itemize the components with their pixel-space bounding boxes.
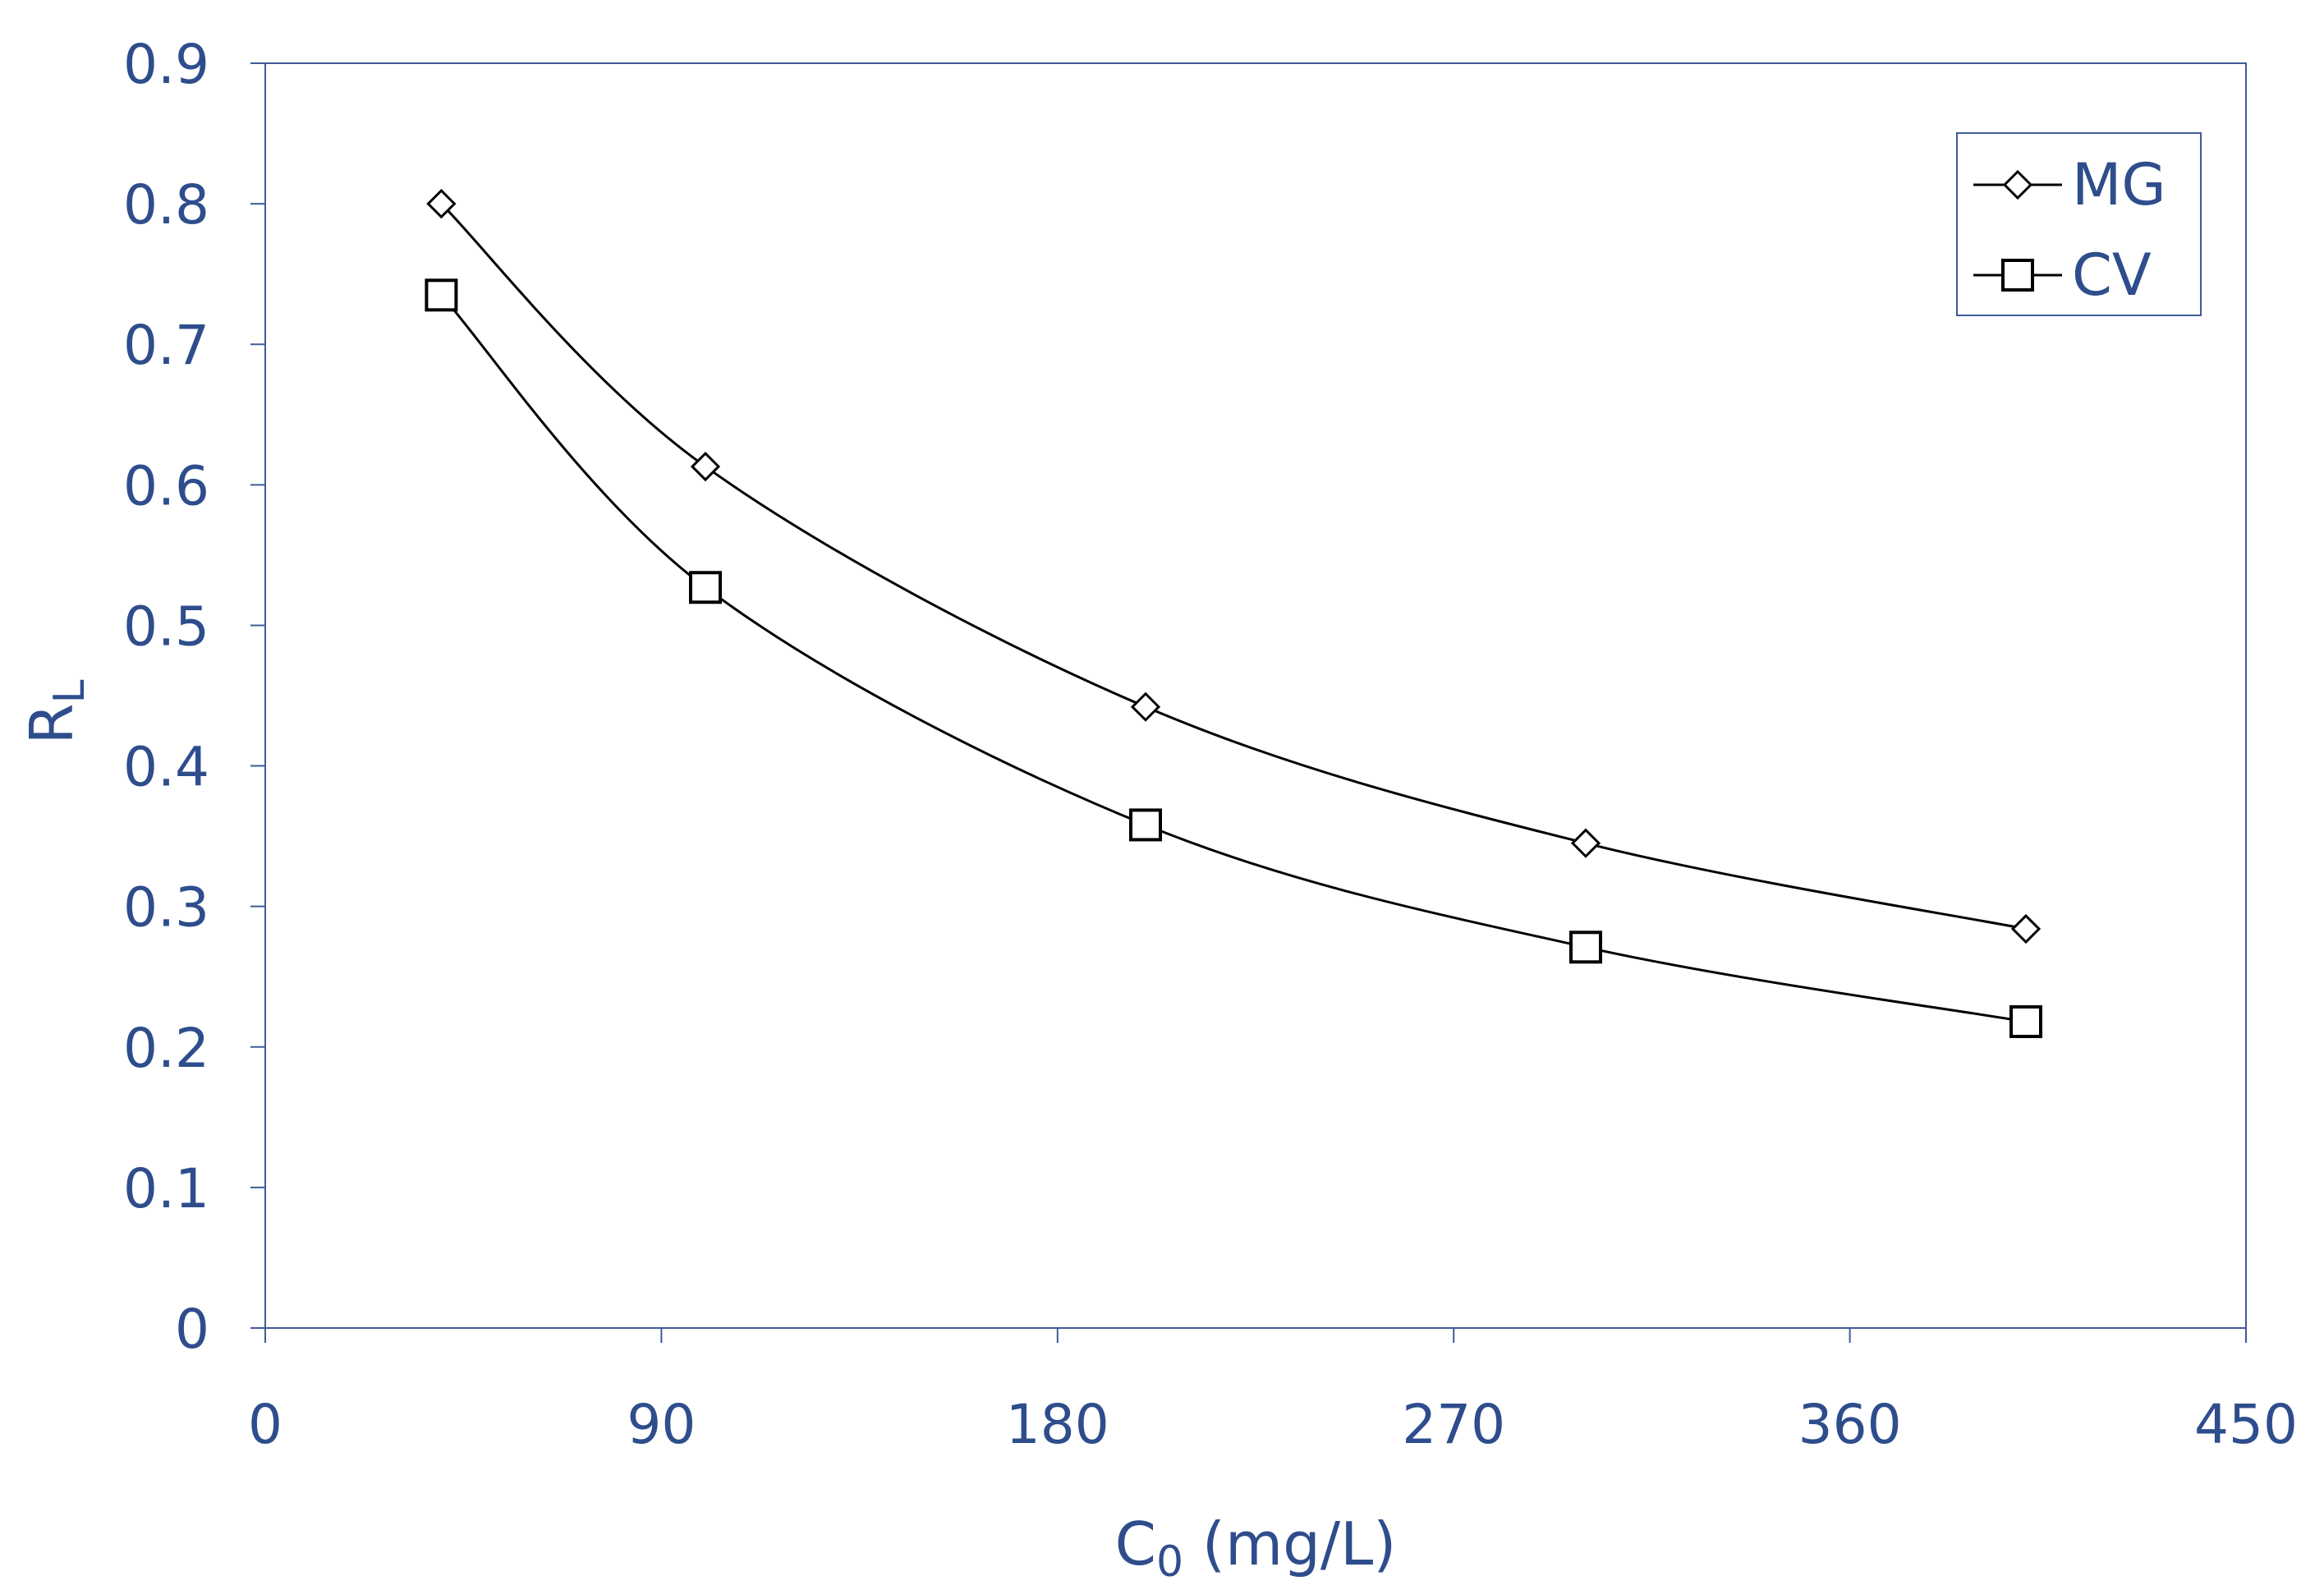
y-tick-label: 0 [175, 1298, 209, 1361]
data-point-mg [2010, 913, 2042, 944]
series-line-cv [440, 294, 2027, 1023]
legend-entries: MG CV [1973, 151, 2166, 309]
legend-box [1956, 132, 2202, 316]
data-point-cv [1569, 931, 1602, 964]
legend-marker-cv [2001, 259, 2034, 292]
series-layer [425, 188, 2042, 1038]
y-tick-label: 0.5 [123, 595, 209, 658]
legend-label-mg: MG [2072, 151, 2166, 218]
data-point-mg [1130, 692, 1161, 722]
x-tick-label: 90 [627, 1393, 696, 1456]
x-tick-label: 450 [2194, 1393, 2298, 1456]
y-tick-label: 0.8 [123, 173, 209, 237]
axes [264, 62, 2247, 1329]
x-tick-label: 0 [248, 1393, 282, 1456]
data-point-cv [1129, 808, 1162, 842]
x-axis-title-main: C [1115, 1510, 1156, 1579]
y-tick-label: 0.1 [123, 1157, 209, 1220]
y-axis-title-sub: L [45, 679, 94, 703]
legend-label-cv: CV [2072, 241, 2152, 309]
legend-item-cv: CV [1973, 241, 2152, 309]
data-point-mg [690, 451, 721, 482]
x-axis-ticks: 0 90 180 270 360 450 [248, 1328, 2298, 1456]
data-point-mg [1570, 828, 1601, 858]
y-tick-label: 0.2 [123, 1017, 209, 1080]
legend-item-mg: MG [1973, 151, 2166, 218]
y-axis-ticks: 0 0.1 0.2 0.3 0.4 0.5 0.6 0.7 0.8 0.9 [123, 33, 265, 1361]
y-tick-label: 0.9 [123, 33, 209, 96]
x-tick-label: 360 [1798, 1393, 1902, 1456]
y-tick-label: 0.3 [123, 876, 209, 940]
x-tick-label: 180 [1006, 1393, 1109, 1456]
y-tick-label: 0.6 [123, 454, 209, 517]
data-point-cv [2009, 1004, 2042, 1038]
x-axis-title-unit: (mg/L) [1183, 1510, 1396, 1579]
plot-frame [264, 62, 2247, 1329]
x-axis-title: C0 (mg/L) [1115, 1510, 1397, 1587]
legend: MG CV [1956, 132, 2202, 316]
data-point-cv [425, 278, 458, 312]
y-tick-label: 0.7 [123, 314, 209, 377]
data-point-cv [689, 571, 722, 604]
data-point-mg [426, 188, 457, 219]
series-mg [426, 188, 2042, 944]
x-axis-title-sub: 0 [1156, 1537, 1183, 1587]
y-axis-title: RL [17, 679, 94, 744]
x-tick-label: 270 [1402, 1393, 1505, 1456]
legend-marker-mg [2002, 169, 2033, 200]
y-axis-title-main: R [17, 703, 86, 744]
y-tick-label: 0.4 [123, 736, 209, 799]
series-cv [425, 278, 2042, 1038]
